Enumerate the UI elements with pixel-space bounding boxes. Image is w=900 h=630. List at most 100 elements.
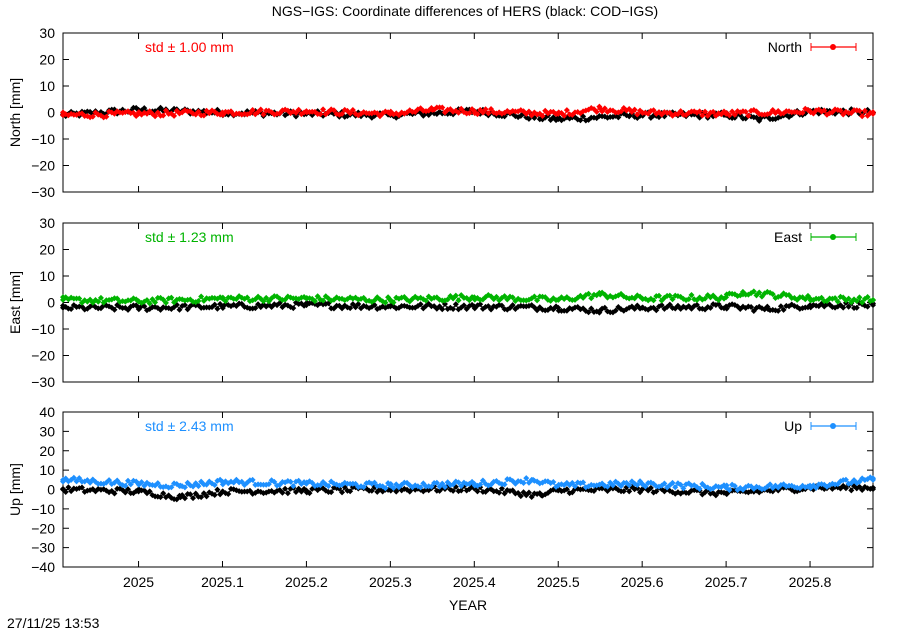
data-point [723, 303, 730, 310]
data-point [177, 482, 184, 489]
panel-east: −30 −20 −10 0 10 20 30 East [mm] std ± 1.23 mm Ea… [7, 215, 876, 390]
data-point [807, 108, 814, 115]
x-tick-label: 2025.6 [621, 574, 664, 590]
data-point [723, 484, 730, 491]
data-point [387, 303, 394, 310]
y-axis-label: North [mm] [7, 78, 23, 147]
data-point [177, 494, 184, 501]
data-point [807, 302, 814, 309]
data-point [870, 110, 876, 117]
data-point [639, 486, 646, 493]
y-tick-label: −40 [31, 559, 55, 575]
data-point [538, 492, 545, 499]
y-axis-label: East [mm] [7, 271, 23, 334]
y-tick-label: 20 [39, 443, 55, 459]
data-point [303, 480, 310, 487]
series-ngs-igs [60, 474, 876, 494]
y-axis-label: Up [mm] [7, 463, 23, 516]
data-point [219, 109, 226, 116]
y-tick-label: 10 [39, 462, 55, 478]
y-tick-label: −10 [31, 131, 55, 147]
chart-title: NGS−IGS: Coordinate differences of HERS … [272, 3, 658, 19]
data-point [471, 108, 478, 115]
y-tick-label: 0 [47, 105, 55, 121]
data-point [639, 109, 646, 116]
y-tick-label: −30 [31, 374, 55, 390]
data-point [639, 480, 646, 487]
y-tick-label: −10 [31, 501, 55, 517]
data-point [870, 476, 876, 483]
data-point [429, 106, 436, 113]
data-point [60, 112, 66, 119]
data-point [870, 296, 876, 303]
data-point [219, 478, 226, 485]
data-point [135, 488, 142, 495]
data-point [135, 304, 142, 311]
y-tick-label: 0 [47, 482, 55, 498]
legend-marker [830, 44, 836, 50]
data-point [597, 105, 604, 112]
data-point [60, 296, 66, 303]
series-cod-igs [60, 481, 876, 503]
data-point [303, 302, 310, 309]
data-point [597, 291, 604, 298]
data-point [387, 482, 394, 489]
data-point [387, 110, 394, 117]
series-ngs-igs [60, 103, 876, 121]
data-point [756, 116, 763, 123]
data-point [60, 304, 66, 311]
legend-label: North [768, 39, 802, 55]
legend-marker [830, 234, 836, 240]
data-point [765, 306, 772, 313]
timestamp: 27/11/25 13:53 [7, 615, 100, 630]
data-point [639, 295, 646, 302]
data-point [639, 304, 646, 311]
panel-north: −30 −20 −10 0 10 20 30 North [mm] std ± 1.00 mm N… [7, 25, 876, 200]
data-point [219, 303, 226, 310]
data-point [387, 296, 394, 303]
chart-panels: −30 −20 −10 0 10 20 30 North [mm] std ± 1.00 mm N… [7, 25, 876, 590]
y-tick-label: −20 [31, 158, 55, 174]
data-point [555, 296, 562, 303]
data-point [135, 110, 142, 117]
data-point [471, 294, 478, 301]
y-tick-label: 10 [39, 78, 55, 94]
y-tick-label: 30 [39, 423, 55, 439]
data-point [555, 110, 562, 117]
x-tick-label: 2025.2 [285, 574, 328, 590]
data-point [723, 490, 730, 497]
data-point [219, 488, 226, 495]
legend-label: Up [784, 418, 802, 434]
data-point [471, 480, 478, 487]
data-point [471, 303, 478, 310]
y-tick-label: −20 [31, 520, 55, 536]
y-tick-label: −30 [31, 540, 55, 556]
x-tick-label: 2025.5 [537, 574, 580, 590]
y-tick-label: 20 [39, 242, 55, 258]
data-point [723, 294, 730, 301]
data-point [807, 295, 814, 302]
data-point [807, 482, 814, 489]
x-tick-label: 2025.1 [201, 574, 244, 590]
legend-marker [830, 423, 836, 429]
data-point [870, 484, 876, 491]
data-point [60, 476, 66, 483]
y-tick-label: 40 [39, 404, 55, 420]
data-point [530, 476, 537, 483]
series-cod-igs [60, 299, 876, 316]
y-tick-label: 0 [47, 295, 55, 311]
std-label: std ± 1.00 mm [145, 39, 234, 55]
y-tick-label: 30 [39, 25, 55, 41]
y-tick-label: −20 [31, 348, 55, 364]
data-point [555, 482, 562, 489]
std-label: std ± 2.43 mm [145, 418, 234, 434]
legend-label: East [774, 229, 802, 245]
x-tick-label: 2025.7 [705, 574, 748, 590]
y-tick-label: −10 [31, 321, 55, 337]
data-point [303, 108, 310, 115]
data-point [723, 110, 730, 117]
std-label: std ± 1.23 mm [145, 229, 234, 245]
x-tick-label: 2025.3 [369, 574, 412, 590]
data-point [60, 486, 66, 493]
data-point [303, 487, 310, 494]
